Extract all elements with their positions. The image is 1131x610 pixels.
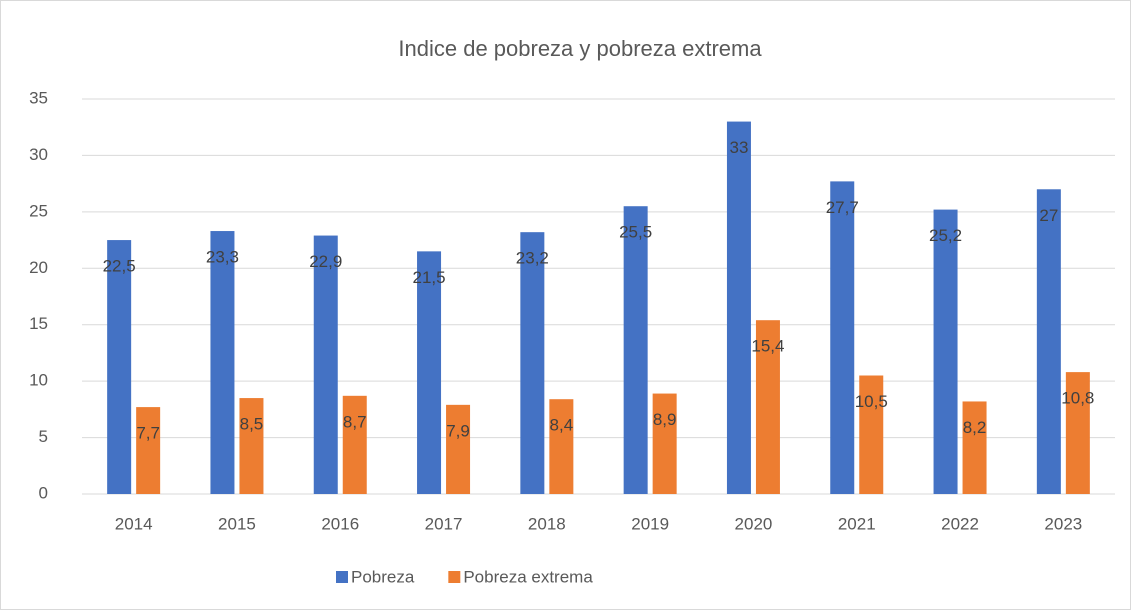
x-tick-label: 2019 (631, 514, 669, 533)
data-label: 7,9 (446, 421, 470, 440)
data-label: 10,5 (855, 392, 888, 411)
chart-title: Indice de pobreza y pobreza extrema (398, 36, 762, 61)
x-tick-label: 2020 (735, 514, 773, 533)
x-tick-label: 2021 (838, 514, 876, 533)
bar (417, 251, 442, 494)
bar (446, 404, 471, 494)
bar (1036, 189, 1061, 495)
data-label: 15,4 (751, 337, 784, 356)
y-tick-label: 0 (39, 483, 48, 502)
x-tick-label: 2015 (218, 514, 256, 533)
bar (859, 375, 884, 494)
data-label: 8,5 (240, 415, 264, 434)
bar (549, 399, 574, 494)
bar (342, 395, 367, 494)
bar (962, 401, 987, 494)
legend-swatch (448, 571, 461, 583)
bar (313, 235, 338, 495)
bar (239, 398, 264, 494)
data-label: 10,8 (1061, 389, 1094, 408)
bar (933, 209, 958, 494)
x-tick-label: 2017 (425, 514, 463, 533)
data-label: 23,2 (516, 249, 549, 268)
legend-swatch (336, 571, 348, 583)
data-label: 8,9 (653, 410, 677, 429)
data-label: 27 (1039, 206, 1058, 225)
y-tick-label: 5 (39, 427, 48, 446)
y-tick-label: 15 (29, 314, 48, 333)
bar (1065, 372, 1090, 494)
data-label: 22,5 (103, 257, 136, 276)
data-label: 7,7 (136, 424, 160, 443)
data-label: 25,2 (929, 226, 962, 245)
y-tick-label: 25 (29, 201, 48, 220)
bar (726, 121, 751, 495)
y-tick-label: 30 (29, 145, 48, 164)
bar (136, 407, 161, 494)
data-label: 8,7 (343, 412, 367, 431)
x-tick-label: 2014 (115, 514, 153, 533)
data-label: 8,2 (963, 418, 987, 437)
x-tick-label: 2023 (1044, 514, 1082, 533)
data-label: 21,5 (413, 268, 446, 287)
data-label: 33 (729, 138, 748, 157)
data-label: 25,5 (619, 223, 652, 242)
x-tick-label: 2016 (321, 514, 359, 533)
data-label: 23,3 (206, 248, 239, 267)
bar (623, 206, 648, 494)
data-label: 27,7 (826, 198, 859, 217)
y-tick-label: 10 (29, 371, 48, 390)
data-label: 8,4 (550, 416, 574, 435)
x-tick-label: 2022 (941, 514, 979, 533)
y-tick-label: 35 (29, 88, 48, 107)
bar (755, 320, 780, 494)
bar (830, 181, 855, 494)
legend-label: Pobreza (351, 567, 415, 586)
bar (652, 393, 677, 494)
data-label: 22,9 (309, 252, 342, 271)
bar (520, 232, 545, 494)
legend-label: Pobreza extrema (463, 567, 593, 586)
y-tick-label: 20 (29, 258, 48, 277)
bar (210, 231, 235, 495)
bar (107, 240, 132, 494)
x-tick-label: 2018 (528, 514, 566, 533)
